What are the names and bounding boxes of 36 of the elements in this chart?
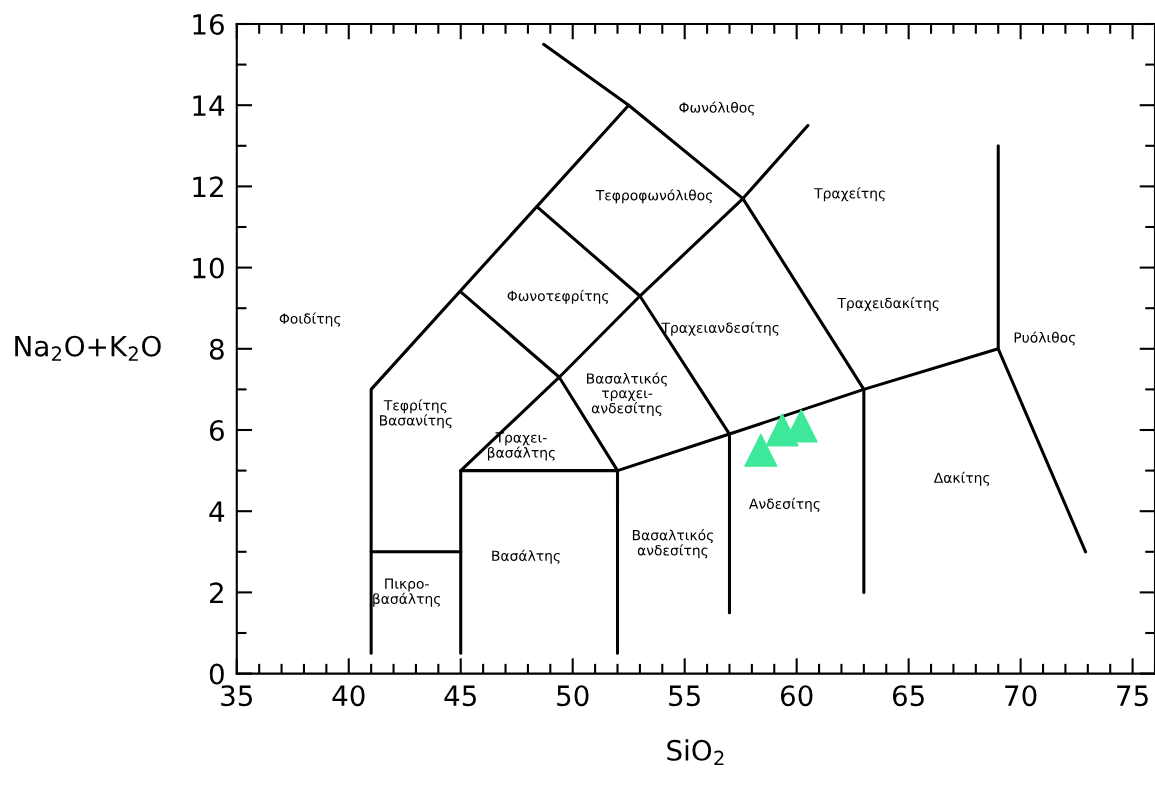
y-tick-label: 14 — [193, 95, 225, 116]
x-tick-label: 50 — [557, 685, 589, 707]
annotation: Βασαλτικός τραχει- ανδεσίτης — [587, 372, 668, 417]
annotation: Πικρο- βασάλτης — [373, 578, 441, 607]
y-tick-label: 0 — [209, 663, 224, 685]
x-tick-label: 40 — [332, 685, 365, 707]
y-tick-label: 2 — [210, 582, 223, 603]
x-tick-label: 65 — [892, 685, 924, 707]
annotation: Ανδεσίτης — [749, 497, 820, 512]
y-tick-label: 10 — [193, 257, 224, 279]
x-tick-label: 60 — [780, 685, 813, 707]
annotation: Βασάλτης — [492, 549, 560, 564]
annotation: Τραχειανδεσίτης — [661, 321, 779, 336]
annotation: Τραχει- βασάλτης — [487, 432, 555, 461]
annotation: Τεφρίτης Βασανίτης — [379, 399, 452, 429]
annotation: Βασαλτικός ανδεσίτης — [632, 529, 713, 559]
x-tick-label: 55 — [669, 685, 700, 707]
x-tick-label: 35 — [221, 685, 253, 707]
x-tick-label: 70 — [1005, 685, 1037, 707]
annotation: Φωνόλιθος — [679, 101, 755, 116]
y-tick-label: 8 — [209, 338, 224, 360]
annotation: Τραχειδακίτης — [837, 296, 939, 311]
x-tick-label: 75 — [1117, 685, 1148, 707]
x-tick-label: 45 — [444, 685, 476, 707]
annotation: Φοιδίτης — [279, 312, 341, 327]
annotation: Δακίτης — [933, 471, 990, 486]
annotation: Φωνοτεφρίτης — [507, 289, 609, 304]
y-axis-title: Na$_{2}$O+K$_{2}$O — [15, 335, 161, 361]
annotation: Ρυόλιθος — [1014, 331, 1075, 346]
annotation: Τεφροφωνόλιθος — [595, 189, 712, 204]
x-axis-title: SiO$_{2}$ — [667, 739, 724, 766]
y-tick-label: 12 — [193, 176, 223, 197]
y-tick-label: 4 — [209, 501, 225, 522]
annotation: Τραχείτης — [814, 187, 885, 202]
y-tick-label: 6 — [209, 419, 224, 441]
y-tick-label: 16 — [193, 13, 224, 35]
